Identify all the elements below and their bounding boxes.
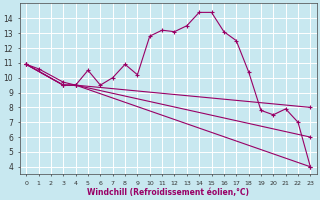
X-axis label: Windchill (Refroidissement éolien,°C): Windchill (Refroidissement éolien,°C) — [87, 188, 249, 197]
